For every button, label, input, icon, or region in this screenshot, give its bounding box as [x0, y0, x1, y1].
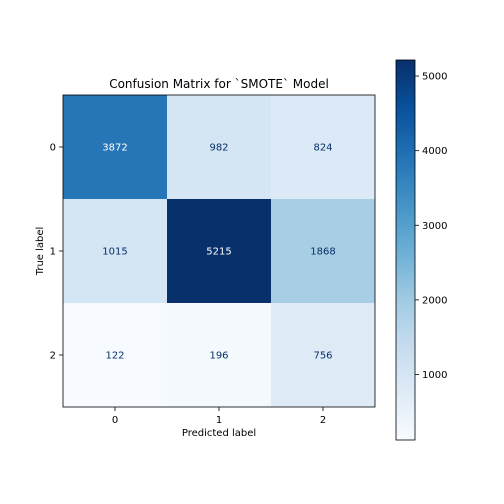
colorbar	[396, 60, 415, 440]
cell-value-label: 122	[105, 351, 124, 362]
cell-value-label: 982	[209, 143, 228, 154]
y-tick-label: 2	[50, 351, 56, 362]
cell-value-label: 3872	[102, 143, 127, 154]
cell-value-label: 756	[313, 351, 332, 362]
chart-title: Confusion Matrix for `SMOTE` Model	[109, 77, 329, 91]
colorbar-tick-label: 5000	[422, 72, 447, 83]
y-tick-label: 1	[50, 247, 56, 258]
x-axis-label: Predicted label	[182, 428, 256, 439]
x-axis-ticks: 0 1 2	[112, 407, 326, 426]
colorbar-tick-label: 1000	[422, 370, 447, 381]
cell-value-label: 1015	[102, 247, 127, 258]
cell-value-label: 1868	[310, 247, 335, 258]
cell-value-label: 196	[209, 351, 228, 362]
cell-value-label: 824	[313, 143, 332, 154]
colorbar-tick-label: 4000	[422, 146, 447, 157]
colorbar-tick-label: 2000	[422, 295, 447, 306]
y-axis-label: True label	[35, 227, 46, 277]
y-tick-label: 0	[50, 143, 56, 154]
x-tick-label: 2	[320, 415, 326, 426]
heatmap-cells: 3872 982 824 1015 5215 1868 122 196 756	[63, 95, 375, 407]
y-axis-ticks: 0 1 2	[50, 143, 63, 362]
colorbar-tick-label: 3000	[422, 221, 447, 232]
x-tick-label: 1	[216, 415, 222, 426]
colorbar-ticks: 1000 2000 3000 4000 5000	[415, 72, 447, 381]
cell-value-label: 5215	[206, 247, 231, 258]
x-tick-label: 0	[112, 415, 118, 426]
